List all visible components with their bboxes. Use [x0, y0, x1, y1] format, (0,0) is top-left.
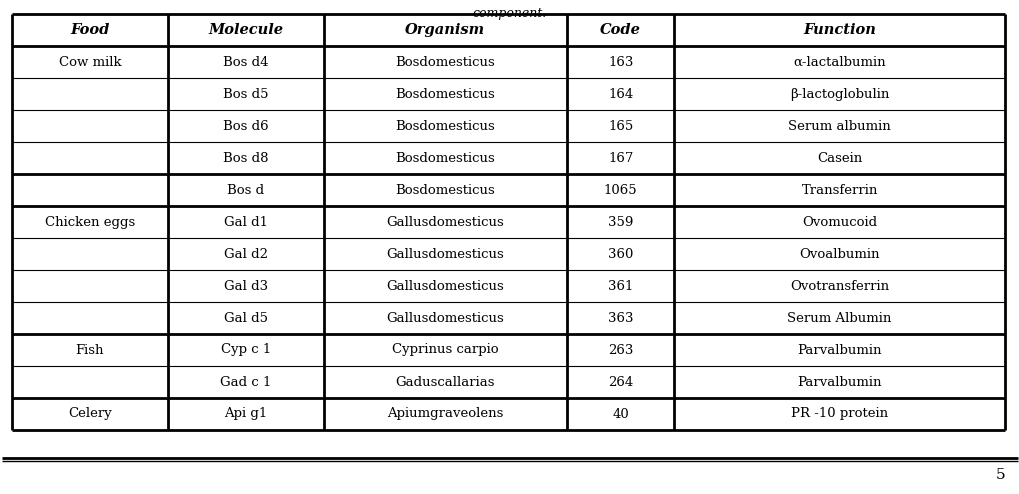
Text: 163: 163 [607, 55, 633, 69]
Text: 5: 5 [995, 468, 1004, 482]
Text: Function: Function [802, 23, 875, 37]
Text: 165: 165 [607, 120, 633, 132]
Text: 164: 164 [607, 87, 633, 100]
Text: Api g1: Api g1 [224, 408, 267, 420]
Text: 1065: 1065 [603, 183, 637, 197]
Text: Casein: Casein [816, 152, 861, 165]
Text: 359: 359 [607, 215, 633, 229]
Text: Bos d4: Bos d4 [223, 55, 268, 69]
Text: Bos d6: Bos d6 [223, 120, 268, 132]
Text: 263: 263 [607, 343, 633, 357]
Text: Serum albumin: Serum albumin [788, 120, 891, 132]
Text: Gallusdomesticus: Gallusdomesticus [386, 312, 503, 325]
Text: Bos d: Bos d [227, 183, 264, 197]
Text: β-lactoglobulin: β-lactoglobulin [789, 87, 889, 100]
Text: Food: Food [70, 23, 109, 37]
Text: 360: 360 [607, 247, 633, 260]
Text: Gad c 1: Gad c 1 [220, 375, 271, 388]
Text: PR -10 protein: PR -10 protein [791, 408, 888, 420]
Text: Bos d8: Bos d8 [223, 152, 268, 165]
Text: Parvalbumin: Parvalbumin [797, 343, 881, 357]
Text: 40: 40 [611, 408, 629, 420]
Text: 363: 363 [607, 312, 633, 325]
Text: Serum Albumin: Serum Albumin [787, 312, 891, 325]
Text: component.: component. [473, 7, 546, 20]
Text: Bos d5: Bos d5 [223, 87, 268, 100]
Text: Bosdomesticus: Bosdomesticus [395, 87, 495, 100]
Text: Transferrin: Transferrin [801, 183, 877, 197]
Text: Chicken eggs: Chicken eggs [45, 215, 135, 229]
Text: Parvalbumin: Parvalbumin [797, 375, 881, 388]
Text: Organism: Organism [405, 23, 485, 37]
Text: Gal d3: Gal d3 [223, 280, 268, 292]
Text: Gal d1: Gal d1 [223, 215, 268, 229]
Text: Bosdomesticus: Bosdomesticus [395, 120, 495, 132]
Text: Gallusdomesticus: Gallusdomesticus [386, 247, 503, 260]
Text: Molecule: Molecule [208, 23, 283, 37]
Text: 167: 167 [607, 152, 633, 165]
Text: Cow milk: Cow milk [58, 55, 121, 69]
Text: Gal d5: Gal d5 [223, 312, 268, 325]
Text: Celery: Celery [68, 408, 112, 420]
Text: 264: 264 [607, 375, 633, 388]
Text: Code: Code [600, 23, 641, 37]
Text: Ovoalbumin: Ovoalbumin [799, 247, 879, 260]
Text: α-lactalbumin: α-lactalbumin [793, 55, 886, 69]
Text: Gallusdomesticus: Gallusdomesticus [386, 280, 503, 292]
Text: Ovomucoid: Ovomucoid [801, 215, 876, 229]
Text: Bosdomesticus: Bosdomesticus [395, 183, 495, 197]
Text: Gaduscallarias: Gaduscallarias [395, 375, 494, 388]
Text: Gal d2: Gal d2 [223, 247, 268, 260]
Text: Ovotransferrin: Ovotransferrin [790, 280, 889, 292]
Text: Bosdomesticus: Bosdomesticus [395, 152, 495, 165]
Text: Cyprinus carpio: Cyprinus carpio [391, 343, 498, 357]
Text: Apiumgraveolens: Apiumgraveolens [387, 408, 503, 420]
Text: Bosdomesticus: Bosdomesticus [395, 55, 495, 69]
Text: Gallusdomesticus: Gallusdomesticus [386, 215, 503, 229]
Text: Cyp c 1: Cyp c 1 [220, 343, 271, 357]
Text: Fish: Fish [75, 343, 104, 357]
Text: 361: 361 [607, 280, 633, 292]
